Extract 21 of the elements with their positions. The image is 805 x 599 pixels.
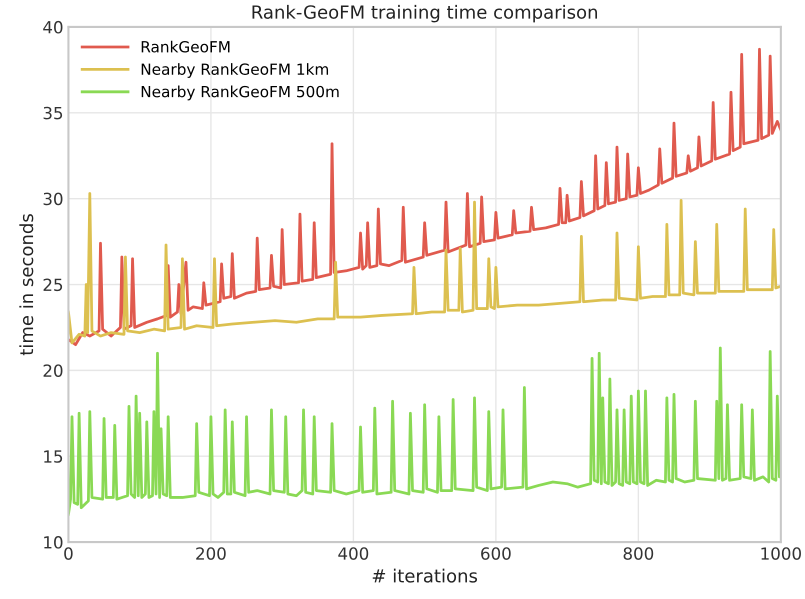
y-tick-label: 40 [43,20,62,34]
legend-label: RankGeoFM [142,40,230,53]
legend-label: Nearby RankGeoFM 500m [142,86,339,100]
y-tick-label: 15 [44,450,62,463]
legend-label: Nearby RankGeoFM 1km [142,63,328,78]
y-tick-label: 10 [44,536,62,549]
x-tick-label: 600 [481,547,511,560]
y-axis-title: time in seconds [19,214,34,356]
y-tick-label: 25 [44,278,62,292]
x-tick-label: 800 [624,547,654,560]
x-tick-label: 1000 [761,547,801,560]
line-series [68,192,781,344]
x-tick-label: 400 [338,547,368,560]
y-tick-label: 20 [44,364,62,377]
y-tick-label: 35 [44,106,62,120]
chart-title: Rank-GeoFM training time comparison [252,4,597,22]
x-tick-label: 0 [64,547,73,560]
x-axis-title: # iterations [372,568,478,583]
line-series [68,346,781,516]
x-tick-label: 200 [196,547,226,560]
y-tick-label: 30 [44,192,62,206]
